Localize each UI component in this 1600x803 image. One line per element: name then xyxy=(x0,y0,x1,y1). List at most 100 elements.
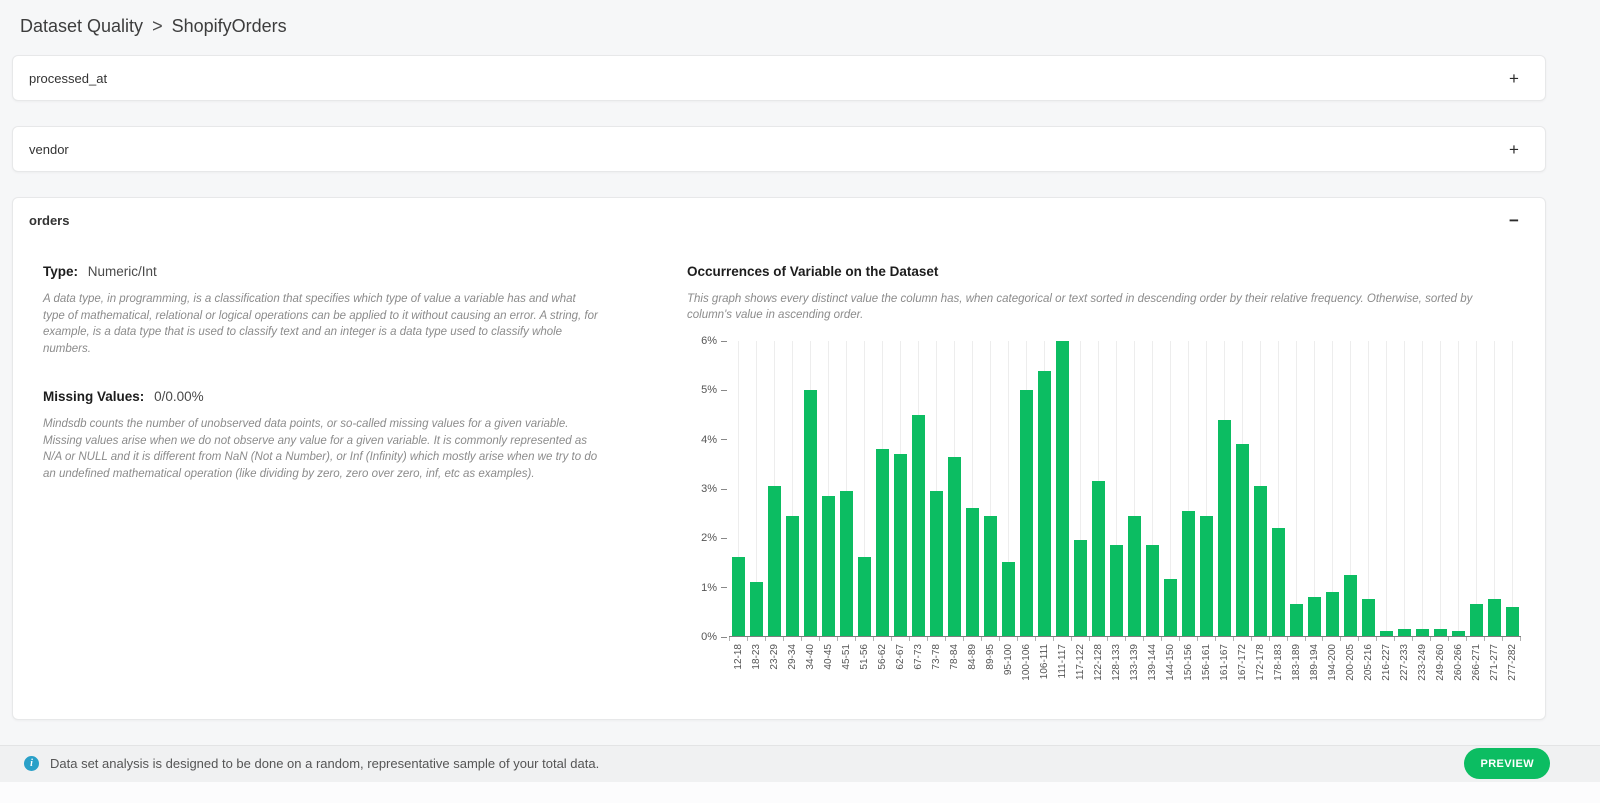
panel-title: vendor xyxy=(29,141,69,157)
vertical-gridline xyxy=(1278,341,1279,636)
expand-plus-icon[interactable]: + xyxy=(1509,139,1519,159)
x-tick-label: 133-139 xyxy=(1128,644,1140,681)
x-tick xyxy=(982,637,1000,641)
y-tick-label: 6% xyxy=(701,335,727,347)
breadcrumb-page: ShopifyOrders xyxy=(171,16,287,36)
expand-plus-icon[interactable]: + xyxy=(1509,68,1519,88)
x-tick xyxy=(1413,637,1432,641)
x-tick xyxy=(1018,637,1036,641)
bar xyxy=(1217,419,1231,636)
x-tick xyxy=(1377,637,1396,641)
bar-column xyxy=(747,341,765,636)
x-tick xyxy=(1198,637,1216,641)
bar-column xyxy=(1017,341,1035,636)
y-tick-label: 1% xyxy=(701,582,727,594)
bar-column xyxy=(801,341,819,636)
bar xyxy=(947,456,961,636)
bar-column xyxy=(1197,341,1215,636)
type-row: Type: Numeric/Int xyxy=(43,264,647,279)
bar-column xyxy=(1431,341,1449,636)
bar xyxy=(731,557,745,636)
bar xyxy=(1397,628,1411,636)
vertical-gridline xyxy=(1386,341,1387,636)
vertical-gridline xyxy=(1422,341,1423,636)
y-tick-label: 0% xyxy=(701,631,727,643)
vertical-gridline xyxy=(828,341,829,636)
footer-bar: i Data set analysis is designed to be do… xyxy=(0,744,1600,782)
x-tick-label: 56-62 xyxy=(876,644,888,670)
x-tick xyxy=(1449,637,1468,641)
y-axis: 6% 5% 4% 3% 2% 1% 0% xyxy=(687,335,729,643)
x-tick-label: 194-200 xyxy=(1326,644,1338,681)
bar-column xyxy=(981,341,999,636)
bar xyxy=(1235,444,1249,636)
bar xyxy=(1505,606,1519,636)
x-tick xyxy=(729,637,748,641)
collapse-minus-icon[interactable]: − xyxy=(1509,210,1519,230)
bar-column xyxy=(837,341,855,636)
bar xyxy=(1181,510,1195,636)
panel-header-processed-at[interactable]: processed_at + xyxy=(13,56,1545,100)
panel-title: processed_at xyxy=(29,70,108,86)
bar xyxy=(893,454,907,636)
x-tick xyxy=(1359,637,1378,641)
x-tick-label: 227-233 xyxy=(1398,644,1410,681)
x-tick-label: 200-205 xyxy=(1344,644,1356,681)
bar xyxy=(875,449,889,636)
x-tick xyxy=(1108,637,1126,641)
bar-column xyxy=(1035,341,1053,636)
x-tick xyxy=(1503,637,1522,641)
breadcrumb-section[interactable]: Dataset Quality xyxy=(20,16,144,36)
bar-column xyxy=(1125,341,1143,636)
y-tick-label: 3% xyxy=(701,483,727,495)
bar-column xyxy=(1053,341,1071,636)
x-tick-label: 271-277 xyxy=(1488,644,1500,681)
bar-column xyxy=(1341,341,1359,636)
panel-header-vendor[interactable]: vendor + xyxy=(13,127,1545,171)
y-tick-label: 5% xyxy=(701,384,727,396)
bar xyxy=(1451,631,1465,636)
x-tick xyxy=(1216,637,1234,641)
bar-column xyxy=(1359,341,1377,636)
x-tick xyxy=(910,637,928,641)
bar xyxy=(767,486,781,636)
bar-column xyxy=(1089,341,1107,636)
bar xyxy=(1469,604,1483,636)
breadcrumb-separator: > xyxy=(152,16,163,36)
bars xyxy=(729,341,1521,637)
x-tick-label: 40-45 xyxy=(822,644,834,670)
x-tick xyxy=(1000,637,1018,641)
x-tick-label: 172-178 xyxy=(1254,644,1266,681)
vertical-gridline xyxy=(972,341,973,636)
orders-stats-column: Type: Numeric/Int A data type, in progra… xyxy=(27,248,687,681)
x-tick-label: 139-144 xyxy=(1146,644,1158,681)
vertical-gridline xyxy=(1512,341,1513,636)
x-tick-label: 183-189 xyxy=(1290,644,1302,681)
x-tick-label: 73-78 xyxy=(930,644,942,670)
x-tick xyxy=(820,637,838,641)
bar-column xyxy=(729,341,747,636)
x-tick xyxy=(1467,637,1486,641)
x-axis-labels: 12-18 18-23 23-29 29-34 34-40 40-45 45-51 51-56… xyxy=(729,644,1521,681)
x-tick-label: 161-167 xyxy=(1218,644,1230,681)
x-tick xyxy=(1395,637,1414,641)
bar-column xyxy=(1503,341,1521,636)
footer-info-text: Data set analysis is designed to be done… xyxy=(50,756,600,772)
x-tick-label: 51-56 xyxy=(858,644,870,670)
bar-column xyxy=(1251,341,1269,636)
bar-column xyxy=(1107,341,1125,636)
vertical-gridline xyxy=(1116,341,1117,636)
bar xyxy=(1271,527,1285,636)
x-tick-label: 178-183 xyxy=(1272,644,1284,681)
bar xyxy=(857,557,871,636)
vertical-gridline xyxy=(1332,341,1333,636)
x-tick xyxy=(766,637,784,641)
bar xyxy=(839,490,853,636)
column-panel-vendor: vendor + xyxy=(12,126,1546,172)
missing-values-value: 0/0.00% xyxy=(154,389,204,404)
main-content: Dataset Quality > ShopifyOrders processe… xyxy=(12,16,1546,720)
x-tick-label: 167-172 xyxy=(1236,644,1248,681)
x-tick-label: 249-260 xyxy=(1434,644,1446,681)
preview-button[interactable]: PREVIEW xyxy=(1464,748,1550,780)
panel-header-orders[interactable]: orders − xyxy=(13,198,1545,242)
